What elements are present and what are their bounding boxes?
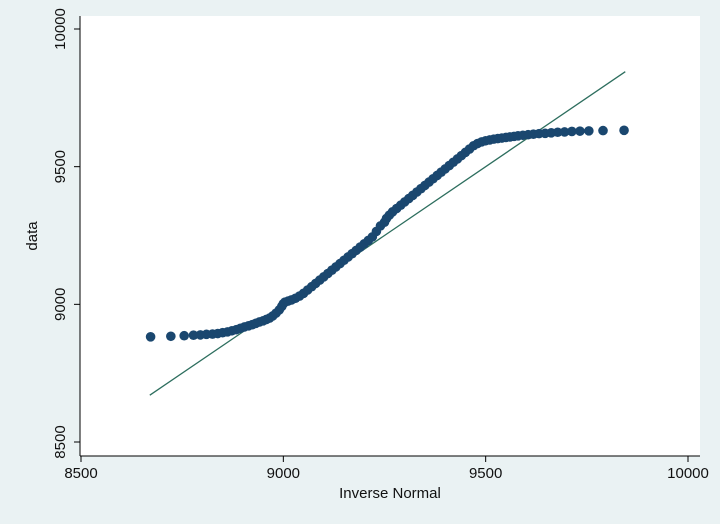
y-axis-title: data (24, 221, 41, 251)
y-tick-label: 9500 (52, 150, 69, 183)
reference-line (149, 71, 626, 396)
data-point (567, 126, 577, 137)
reference-line-layer (149, 71, 626, 396)
data-point (552, 127, 563, 138)
data-point (166, 331, 176, 342)
data-point (598, 125, 608, 136)
y-tick-label: 8500 (52, 425, 69, 458)
data-point (584, 126, 594, 136)
x-axis-title: Inverse Normal (339, 485, 441, 502)
x-tick-label: 9000 (267, 465, 300, 482)
data-point (188, 330, 199, 340)
axes: 8500 9000 9500 10000 8500 9000 9500 10000 (52, 8, 709, 482)
data-point (145, 332, 156, 342)
y-tick-label: 9000 (52, 288, 69, 321)
y-tick-label: 10000 (52, 8, 69, 50)
x-tick-label: 9500 (469, 465, 502, 482)
points-layer (145, 125, 629, 342)
x-tick-label: 8500 (64, 465, 97, 482)
data-point (559, 127, 570, 137)
data-point (575, 126, 585, 136)
data-point (179, 330, 189, 341)
data-point (619, 125, 629, 136)
plot-area (80, 16, 700, 456)
x-tick-label: 10000 (667, 465, 709, 482)
